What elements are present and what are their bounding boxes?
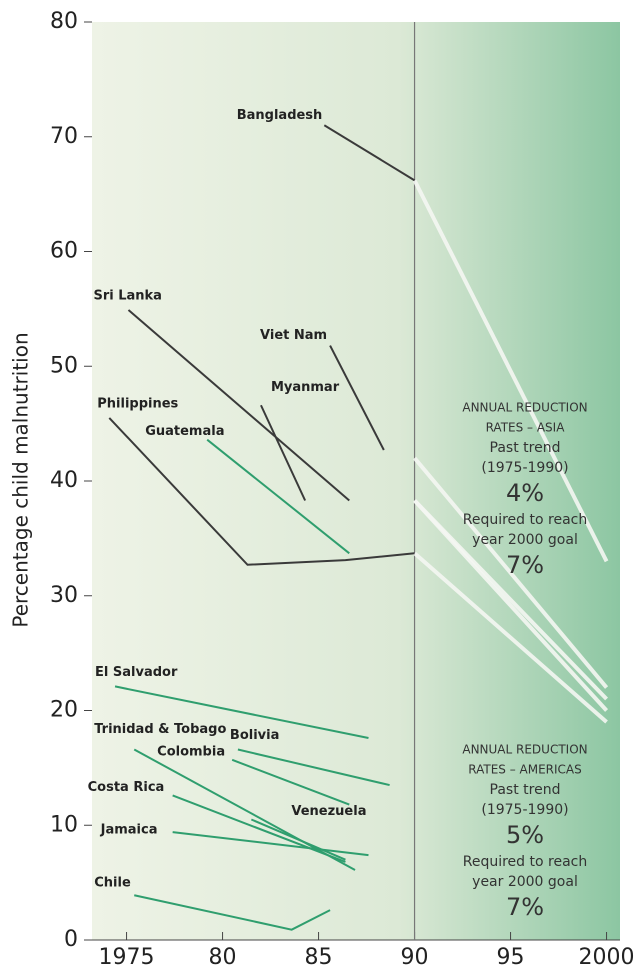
series-label: Trinidad & Tobago: [94, 722, 226, 737]
projection-line: [413, 456, 609, 689]
annotation: Past trend: [490, 440, 561, 456]
annotation: 7%: [506, 551, 544, 579]
plot-background: [92, 22, 620, 940]
annotation: Required to reach: [463, 854, 587, 870]
annotation: year 2000 goal: [472, 532, 578, 548]
annotation: 4%: [506, 479, 544, 507]
x-tick-label: 90: [401, 945, 429, 970]
series-line: [172, 794, 346, 863]
y-tick-label: 70: [50, 124, 78, 149]
y-tick-label: 40: [50, 468, 78, 493]
series-line: [260, 404, 307, 501]
x-tick-label: 85: [305, 945, 333, 970]
x-tick-label: 95: [497, 945, 525, 970]
series-label: Viet Nam: [260, 328, 327, 343]
annotation: ANNUAL REDUCTION: [462, 743, 587, 757]
annotation: (1975-1990): [481, 802, 568, 818]
annotation: RATES – AMERICAS: [468, 763, 582, 777]
projection-line: [413, 499, 608, 701]
series-label: El Salvador: [95, 665, 178, 680]
y-tick-label: 80: [50, 9, 78, 34]
annotation: 5%: [506, 821, 544, 849]
annotation: year 2000 goal: [472, 874, 578, 890]
series-line: [127, 309, 350, 502]
series-line: [237, 748, 390, 787]
series-line: [329, 345, 385, 451]
projection-line: [412, 179, 609, 563]
annotation: Past trend: [490, 782, 561, 798]
series-label: Sri Lanka: [93, 289, 162, 304]
series-line: [108, 417, 415, 566]
series-label: Colombia: [157, 744, 225, 759]
annotation: RATES – ASIA: [486, 421, 566, 435]
series-line: [114, 685, 369, 740]
series-label: Chile: [94, 876, 131, 891]
y-tick-label: 60: [50, 239, 78, 264]
series-label: Venezuela: [291, 804, 366, 819]
x-tick-label: 1975: [99, 945, 155, 970]
series-label: Bangladesh: [237, 108, 323, 123]
series-line: [231, 758, 350, 806]
series-line: [134, 894, 331, 931]
y-tick-label: 0: [64, 927, 78, 952]
y-tick-label: 20: [50, 698, 78, 723]
series-label: Bolivia: [230, 728, 279, 743]
annotation: (1975-1990): [481, 460, 568, 476]
y-tick-label: 30: [50, 583, 78, 608]
annotation: ANNUAL REDUCTION: [462, 401, 587, 415]
series-label: Myanmar: [271, 380, 340, 395]
y-tick-label: 50: [50, 353, 78, 378]
y-axis-label: Percentage child malnutrition: [9, 332, 33, 627]
series-label: Costa Rica: [88, 780, 165, 795]
annotation: Required to reach: [463, 512, 587, 528]
series-line: [323, 124, 416, 182]
y-tick-label: 10: [50, 812, 78, 837]
series-line: [250, 818, 346, 861]
series-label: Guatemala: [145, 424, 224, 439]
series-line: [172, 831, 369, 857]
projection-line: [413, 551, 608, 724]
series-label: Philippines: [97, 396, 178, 411]
series-line: [206, 438, 350, 555]
series-label: Jamaica: [100, 823, 158, 838]
annotation: 7%: [506, 893, 544, 921]
x-tick-label: 80: [209, 945, 237, 970]
x-tick-label: 2000: [579, 945, 635, 970]
